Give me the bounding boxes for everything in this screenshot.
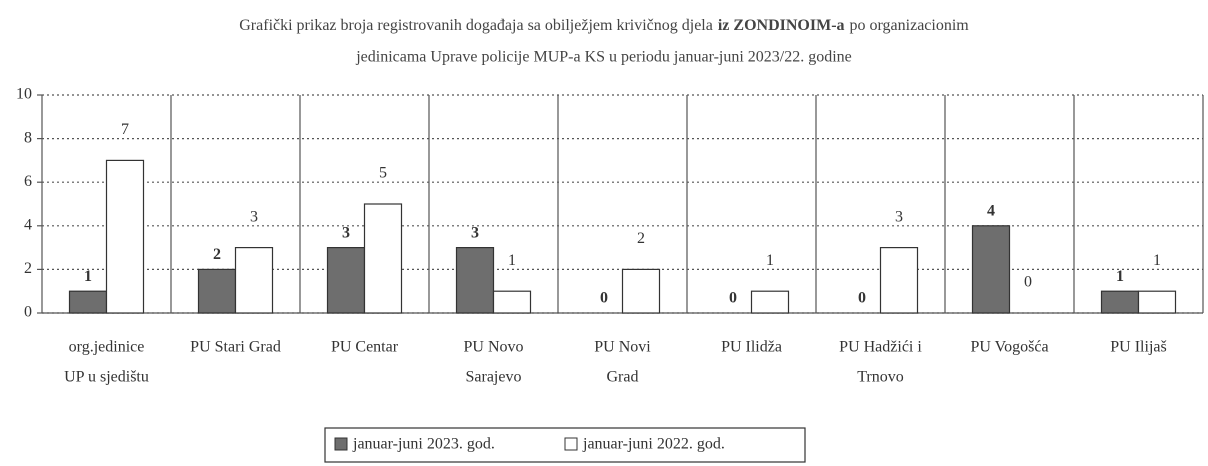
legend-swatch (564, 437, 578, 451)
value-label: 0 (1024, 274, 1032, 291)
bar (197, 268, 237, 314)
value-label: 3 (471, 224, 479, 241)
bar (1137, 290, 1177, 314)
title-part: Grafički prikaz broja registrovanih doga… (239, 17, 713, 34)
y-tick-label: 2 (24, 260, 32, 277)
legend-label: januar-juni 2022. god. (582, 436, 725, 453)
title-part: iz ZONDINOIM-a (718, 17, 845, 34)
chart-title: Grafički prikaz broja registrovanih doga… (239, 17, 969, 34)
chart-subtitle: jedinicama Uprave policije MUP-a KS u pe… (355, 49, 852, 66)
bar (455, 247, 495, 314)
y-tick-label: 4 (24, 216, 32, 233)
x-tick-label: PU Centar (331, 339, 399, 356)
bar (879, 247, 919, 314)
legend-label: januar-juni 2023. god. (352, 436, 495, 453)
bar (621, 268, 661, 314)
x-tick-label: PU Novi (594, 339, 651, 356)
value-label: 1 (1116, 268, 1124, 285)
value-label: 1 (1153, 252, 1161, 269)
y-tick-label: 0 (24, 304, 32, 321)
y-tick-label: 8 (24, 129, 32, 146)
x-tick-label: PU Hadžići i (839, 339, 922, 356)
value-label: 3 (342, 224, 350, 241)
bar (971, 225, 1011, 314)
bar (234, 247, 274, 314)
value-label: 0 (858, 290, 866, 307)
bar (750, 290, 790, 314)
bar (492, 290, 532, 314)
x-tick-label: PU Novo (463, 339, 523, 356)
x-tick-label: PU Vogošća (970, 339, 1048, 356)
bar (363, 203, 403, 314)
value-label: 0 (729, 290, 737, 307)
value-label: 5 (379, 165, 387, 182)
x-tick-label: Grad (607, 369, 639, 386)
y-tick-label: 10 (16, 86, 32, 103)
value-label: 1 (508, 252, 516, 269)
value-label: 1 (766, 252, 774, 269)
value-label: 3 (250, 208, 258, 225)
title-part: po organizacionim (850, 17, 970, 34)
bar (326, 247, 366, 314)
value-label: 1 (84, 268, 92, 285)
x-tick-label: org.jedinice (69, 339, 145, 356)
x-tick-label: Sarajevo (466, 369, 522, 386)
y-tick-label: 6 (24, 173, 32, 190)
value-label: 4 (987, 202, 995, 219)
x-tick-label: Trnovo (857, 369, 904, 386)
bar (105, 159, 145, 314)
x-tick-label: PU Ilidža (721, 339, 782, 356)
bar (68, 290, 108, 314)
legend-swatch (334, 437, 348, 451)
value-label: 3 (895, 208, 903, 225)
x-tick-label: PU Ilijaš (1110, 339, 1166, 356)
x-tick-label: PU Stari Grad (190, 339, 281, 356)
value-label: 0 (600, 290, 608, 307)
value-label: 7 (121, 121, 129, 138)
x-tick-label: UP u sjedištu (64, 369, 149, 386)
bar (1100, 290, 1140, 314)
value-label: 2 (637, 230, 645, 247)
value-label: 2 (213, 246, 221, 263)
